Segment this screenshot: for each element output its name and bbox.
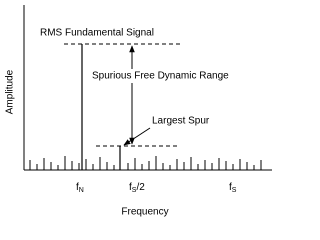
sfdr-label-bg bbox=[90, 69, 240, 83]
tick-base: f bbox=[129, 182, 132, 193]
fundamental-label: RMS Fundamental Signal bbox=[40, 28, 154, 39]
tick-suffix: /2 bbox=[136, 182, 145, 193]
x-tick-label: fN bbox=[76, 182, 84, 194]
x-tick-label: fS/2 bbox=[129, 182, 145, 194]
tick-sub: S bbox=[132, 187, 137, 194]
x-tick-label: fS bbox=[229, 182, 237, 194]
diagram: RMS Fundamental Signal Spurious Free Dyn… bbox=[5, 5, 272, 218]
spur-arrow bbox=[123, 127, 151, 146]
sfdr-label: Spurious Free Dynamic Range bbox=[92, 71, 229, 82]
tick-sub: S bbox=[232, 187, 237, 194]
spurs bbox=[29, 156, 262, 170]
tick-sub: N bbox=[79, 187, 84, 194]
y-axis-label: Amplitude bbox=[5, 69, 16, 114]
x-axis-label: Frequency bbox=[121, 207, 168, 218]
page: {"diagram": { "labels": { "fundamental":… bbox=[4, 5, 272, 218]
tick-base: f bbox=[229, 182, 232, 193]
spur-label: Largest Spur bbox=[152, 116, 210, 127]
tick-base: f bbox=[76, 182, 79, 193]
